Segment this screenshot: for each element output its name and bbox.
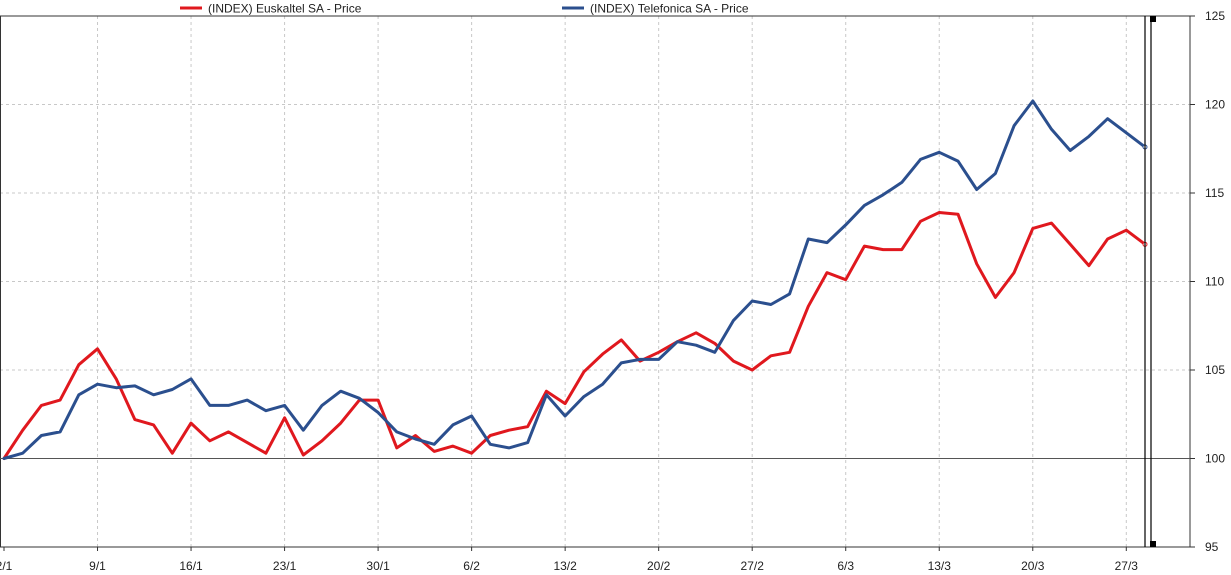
y-tick-label: 120 (1205, 98, 1225, 112)
tick-labels: 95 100 105 110 115 120 125 2/1 9/1 16/1 23/1 30/1 6/… (0, 9, 1225, 573)
y-tick-label: 95 (1205, 540, 1219, 554)
x-tick-label: 16/1 (179, 559, 203, 573)
x-tick-label: 2/1 (0, 559, 13, 573)
y-tick-label: 110 (1205, 275, 1224, 289)
x-tick-label: 23/1 (273, 559, 297, 573)
crosshair-cursor[interactable] (1144, 16, 1156, 547)
x-tick-label: 13/3 (928, 559, 952, 573)
x-tick-label: 6/3 (837, 559, 854, 573)
x-tick-label: 13/2 (553, 559, 577, 573)
legend: (INDEX) Euskaltel SA - Price (INDEX) Tele… (180, 2, 749, 16)
grid-lines (0, 15, 1190, 547)
cursor-handle-top[interactable] (1150, 16, 1156, 22)
y-tick-label: 125 (1205, 9, 1225, 23)
x-tick-label: 30/1 (366, 559, 390, 573)
x-tick-label: 20/3 (1021, 559, 1045, 573)
x-tick-label: 27/2 (741, 559, 765, 573)
x-tick-label: 20/2 (647, 559, 671, 573)
data-series (2, 99, 1148, 460)
x-tick-label: 27/3 (1115, 559, 1139, 573)
cursor-handle-bottom[interactable] (1150, 541, 1156, 547)
series-line-2 (2, 99, 1147, 460)
legend-label-2: (INDEX) Telefonica SA - Price (590, 2, 749, 16)
y-tick-label: 105 (1205, 363, 1225, 377)
x-tick-label: 6/2 (463, 559, 480, 573)
series-line-1 (2, 211, 1147, 460)
legend-label-1: (INDEX) Euskaltel SA - Price (208, 2, 362, 16)
y-tick-label: 100 (1205, 452, 1225, 466)
axes (0, 15, 1195, 551)
x-tick-label: 9/1 (89, 559, 106, 573)
y-tick-label: 115 (1205, 186, 1224, 200)
